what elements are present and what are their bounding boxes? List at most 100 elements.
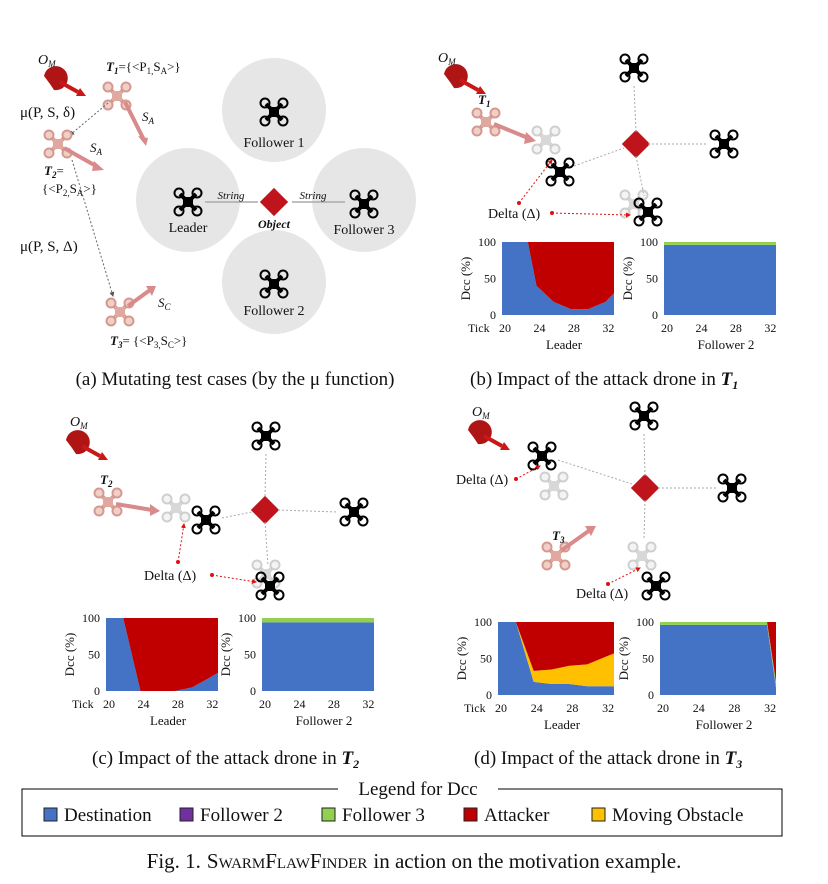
legend-item: Moving Obstacle <box>591 805 743 826</box>
c-follower1-drone-icon <box>250 420 282 452</box>
y-axis-label: Dcc (%) <box>458 257 473 301</box>
y-tick-label: 100 <box>82 611 100 625</box>
x-tick-label: 24 <box>137 697 149 711</box>
c-ghost-leader-icon <box>160 492 192 524</box>
d-attack-arrow <box>560 528 592 552</box>
om-label: OM <box>38 53 56 69</box>
x-tick-label: 28 <box>730 321 742 335</box>
object-label: Object <box>258 217 291 231</box>
string-left-label: String <box>218 190 245 202</box>
d-follower3-drone-icon <box>716 472 748 504</box>
y-axis-label: Dcc (%) <box>620 257 635 301</box>
y-axis-label: Dcc (%) <box>454 637 469 681</box>
follower-3-label: Follower 3 <box>333 223 394 238</box>
b-t1-label: T1 <box>478 92 490 109</box>
area-destination <box>664 244 776 315</box>
legend: Legend for Dcc Destination Follower 2 Foll… <box>21 778 783 837</box>
mu-small-label: μ(P, S, δ) <box>20 105 75 121</box>
area-moving-obstacle <box>498 622 614 687</box>
d-t3-label: T3 <box>552 528 565 545</box>
chart-subject-label: Follower 2 <box>296 713 353 728</box>
c-moving-obstacle-icon <box>64 428 110 462</box>
d-ghost-leader-icon <box>538 470 570 502</box>
c-follower3-drone-icon <box>338 496 370 528</box>
x-tick-caption: Tick <box>464 701 486 715</box>
legend-title: Legend for Dcc <box>358 779 477 800</box>
y-axis-label: Dcc (%) <box>218 633 233 677</box>
chart-d-follower2: 100 50 0 Dcc (%) 20 24 28 32 Follower 2 <box>616 615 776 732</box>
area-attacker <box>502 242 614 310</box>
figure-caption: Fig. 1. SwarmFlawFinder in action on the m… <box>147 849 682 873</box>
chart-subject-label: Follower 2 <box>696 717 753 732</box>
chart-subject-label: Leader <box>150 713 187 728</box>
x-tick-label: 20 <box>103 697 115 711</box>
y-tick-label: 0 <box>250 684 256 698</box>
b-leader-drone-icon <box>544 156 576 188</box>
x-tick-label: 32 <box>362 697 374 711</box>
t1-direction-arrow <box>123 101 145 139</box>
area-destination <box>502 242 614 315</box>
legend-item: Destination <box>43 805 152 826</box>
x-tick-label: 32 <box>602 701 614 715</box>
area-destination <box>498 622 614 695</box>
legend-item: Attacker <box>463 805 550 826</box>
area-follower-3 <box>664 242 776 245</box>
panel-c: OM T2 Delta (Δ) (c) Impact of the attack… <box>64 415 370 771</box>
x-tick-label: 28 <box>728 701 740 715</box>
b-attack-arrow <box>493 122 529 140</box>
chart-c-follower2: 100 50 0 Dcc (%) 20 24 28 32 Follower 2 <box>218 611 374 728</box>
x-tick-label: 20 <box>657 701 669 715</box>
area-attacker <box>498 622 614 671</box>
chart-subject-label: Follower 2 <box>698 337 755 352</box>
y-tick-label: 100 <box>478 235 496 249</box>
y-tick-label: 50 <box>646 272 658 286</box>
chart-c-leader: 100 50 0 Dcc (%) 20 24 28 32 Tick Leader <box>62 611 218 728</box>
legend-label: Attacker <box>484 805 550 826</box>
sa-mid-label: SA <box>90 140 103 157</box>
chart-b-leader: 100 50 0 Dcc (%) 20 24 28 32 Tick Leader <box>458 235 614 352</box>
x-tick-label: 24 <box>693 701 705 715</box>
legend-label: Moving Obstacle <box>612 805 743 826</box>
t2-direction-arrow <box>63 146 97 168</box>
d-follower2-drone-icon <box>640 570 672 602</box>
b-object-diamond-icon <box>621 129 651 159</box>
chart-subject-label: Leader <box>546 337 583 352</box>
x-tick-label: 24 <box>293 697 305 711</box>
t2-label: T2= <box>44 163 64 180</box>
legend-label: Follower 2 <box>200 805 283 826</box>
follower-1-label: Follower 1 <box>243 136 304 151</box>
sa-top-label: SA <box>142 109 155 126</box>
x-tick-caption: Tick <box>468 321 490 335</box>
panel-c-caption: (c) Impact of the attack drone in T2 <box>92 748 359 771</box>
panel-b: OM T1 Delta (Δ) (b) Impact of the attack… <box>438 51 740 392</box>
string-right-label: String <box>300 190 327 202</box>
d-follower1-drone-icon <box>628 400 660 432</box>
area-destination <box>660 624 776 695</box>
y-tick-label: 0 <box>648 688 654 702</box>
panel-a-caption: (a) Mutating test cases (by the μ functi… <box>76 369 395 390</box>
d-delta-label-2: Delta (Δ) <box>576 587 628 602</box>
t2-set: {<P2,SA>} <box>42 181 97 198</box>
y-tick-label: 0 <box>490 308 496 322</box>
x-tick-label: 20 <box>259 697 271 711</box>
legend-label: Destination <box>64 805 152 826</box>
y-axis-label: Dcc (%) <box>62 633 77 677</box>
moving-obstacle-icon <box>42 64 88 98</box>
panel-a: String String Follower 1 Leader Follower… <box>20 53 416 390</box>
mu-big-label: μ(P, S, Δ) <box>20 239 78 255</box>
area-follower-3 <box>262 618 374 623</box>
y-tick-label: 0 <box>94 684 100 698</box>
x-tick-label: 20 <box>495 701 507 715</box>
b-follower1-drone-icon <box>618 52 650 84</box>
c-leader-drone-icon <box>190 504 222 536</box>
chart-b-follower2: 100 50 0 Dcc (%) 20 24 28 32 Follower 2 <box>620 235 776 352</box>
panel-d-caption: (d) Impact of the attack drone in T3 <box>474 748 742 771</box>
legend-swatch <box>591 807 606 822</box>
y-tick-label: 100 <box>474 615 492 629</box>
x-tick-label: 28 <box>172 697 184 711</box>
d-ghost-follower2-icon <box>626 540 658 572</box>
x-tick-label: 32 <box>764 701 776 715</box>
y-tick-label: 50 <box>244 648 256 662</box>
area-destination <box>262 622 374 691</box>
